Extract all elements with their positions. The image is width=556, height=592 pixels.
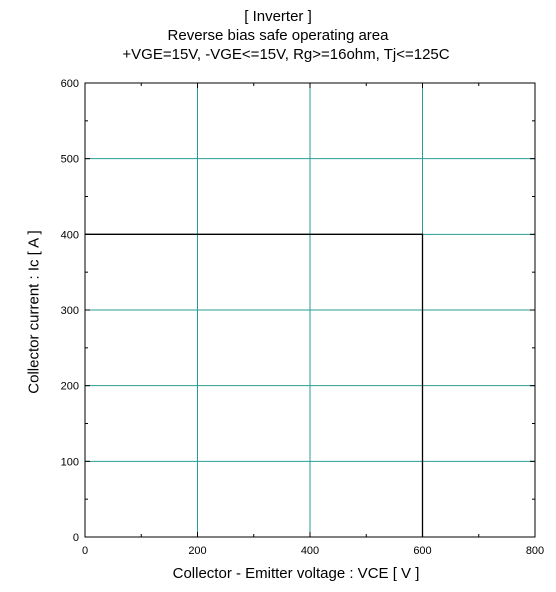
- y-axis-label: Collector current : Ic [ A ]: [25, 230, 43, 394]
- y-tick-label-400: 400: [61, 229, 79, 241]
- x-tick-label-0: 0: [82, 545, 88, 557]
- y-tick-label-600: 600: [61, 78, 79, 90]
- x-tick-label-800: 800: [526, 545, 544, 557]
- series-line-0: [85, 233, 424, 537]
- chart-conditions: +VGE=15V, -VGE<=15V, Rg>=16ohm, Tj<=125C: [122, 46, 450, 63]
- y-tick-label-500: 500: [61, 154, 79, 166]
- y-tick-label-200: 200: [61, 381, 79, 393]
- series-layer: [85, 233, 424, 537]
- x-tick-label-600: 600: [413, 545, 431, 557]
- tick-marks: [84, 82, 536, 538]
- tick-labels: 0 200 400 600 800 0 100 200 300 400 500 600: [61, 78, 545, 557]
- grid-lines: [85, 83, 535, 537]
- x-tick-label-400: 400: [301, 545, 319, 557]
- chart-title: [ Inverter ]: [244, 8, 312, 25]
- x-tick-label-200: 200: [188, 545, 206, 557]
- x-axis-label: Collector - Emitter voltage : VCE [ V ]: [172, 565, 420, 582]
- y-tick-label-300: 300: [61, 305, 79, 317]
- y-tick-label-0: 0: [73, 532, 79, 544]
- y-tick-label-100: 100: [61, 456, 79, 468]
- chart-subtitle: Reverse bias safe operating area: [167, 27, 389, 44]
